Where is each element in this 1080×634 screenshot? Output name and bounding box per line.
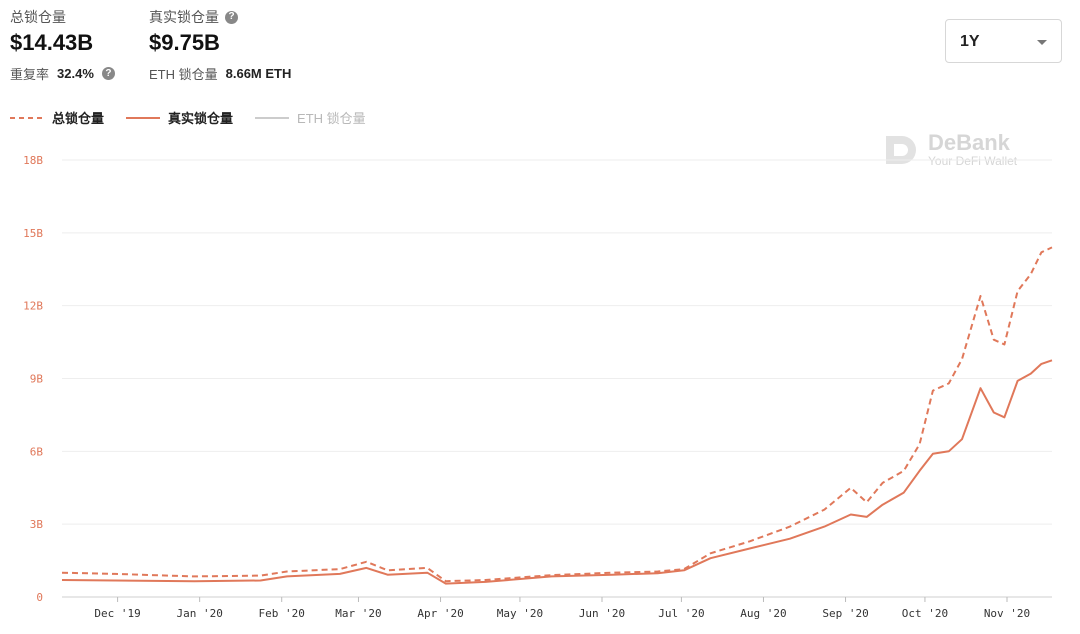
brand-tagline: Your DeFi Wallet: [928, 154, 1018, 168]
series-line-0: [61, 246, 1053, 583]
y-tick-label: 3B: [30, 518, 44, 531]
eth-locked-value: 8.66M ETH: [225, 66, 292, 81]
x-tick-label: Apr '20: [417, 607, 463, 620]
x-tick-label: Jun '20: [579, 607, 625, 620]
y-tick-label: 18B: [23, 154, 43, 167]
legend-item-real[interactable]: 真实锁仓量: [126, 108, 233, 127]
time-range-value: 1Y: [960, 33, 980, 50]
x-tick-label: Sep '20: [822, 607, 868, 620]
x-tick-label: Jan '20: [176, 607, 222, 620]
x-tick-label: Jul '20: [658, 607, 704, 620]
tvl-line-chart: 0 3B 6B 9B 12B 15B 18B Dec '19 Jan '20 Feb '20 Ma…: [23, 154, 1053, 620]
x-tick-label: Aug '20: [740, 607, 786, 620]
x-tick-label: Dec '19: [94, 607, 140, 620]
debank-logo-icon: [886, 136, 916, 164]
chart-grid: 0 3B 6B 9B 12B 15B 18B: [23, 154, 1052, 604]
real-tvl-value: $9.75B: [149, 30, 220, 55]
legend-label-real: 真实锁仓量: [168, 111, 234, 126]
x-tick-label: Feb '20: [259, 607, 305, 620]
real-tvl-stat: 真实锁仓量 ? $9.75B ETH 锁仓量 8.66M ETH: [149, 7, 291, 83]
chart-legend: 总锁仓量 真实锁仓量 ETH 锁仓量: [10, 108, 366, 127]
total-tvl-stat: 总锁仓量 $14.43B 重复率 32.4% ?: [10, 7, 115, 83]
solid-line-icon: [126, 116, 161, 119]
total-tvl-label: 总锁仓量: [10, 9, 66, 25]
x-tick-label: Oct '20: [902, 607, 948, 620]
legend-item-eth[interactable]: ETH 锁仓量: [255, 108, 366, 127]
time-range-select[interactable]: 1Y: [945, 19, 1062, 63]
help-icon[interactable]: ?: [101, 67, 115, 80]
x-tick-label: May '20: [497, 607, 543, 620]
y-tick-label: 9B: [30, 373, 44, 386]
muted-line-icon: [255, 116, 290, 119]
real-tvl-label: 真实锁仓量: [149, 9, 219, 25]
total-tvl-value: $14.43B: [10, 30, 94, 55]
brand-name: DeBank: [928, 130, 1010, 155]
series-line-1: [61, 359, 1053, 585]
dashed-line-icon: [10, 116, 44, 119]
x-tick-label: Nov '20: [984, 607, 1030, 620]
real-tvl-label-wrap: 真实锁仓量 ?: [149, 7, 291, 27]
chevron-down-icon: [1037, 40, 1047, 45]
x-tick-label: Mar '20: [335, 607, 381, 620]
duplicate-rate-value: 32.4%: [57, 66, 94, 81]
y-tick-label: 0: [36, 591, 43, 604]
debank-watermark: DeBank Your DeFi Wallet: [884, 132, 1017, 168]
y-tick-label: 12B: [23, 300, 43, 313]
y-tick-label: 15B: [23, 227, 43, 240]
help-icon[interactable]: ?: [225, 10, 238, 24]
eth-locked: ETH 锁仓量 8.66M ETH: [149, 64, 291, 83]
eth-locked-label: ETH 锁仓量: [149, 67, 218, 82]
legend-item-total[interactable]: 总锁仓量: [10, 108, 104, 127]
duplicate-rate-label: 重复率: [10, 67, 50, 82]
y-tick-label: 6B: [30, 445, 44, 458]
legend-label-eth: ETH 锁仓量: [297, 111, 366, 126]
chart-lines: [61, 246, 1053, 585]
legend-label-total: 总锁仓量: [52, 111, 105, 126]
duplicate-rate: 重复率 32.4% ?: [10, 64, 115, 83]
chart-x-axis: Dec '19 Jan '20 Feb '20 Mar '20 Apr '20 May '…: [94, 597, 1030, 620]
